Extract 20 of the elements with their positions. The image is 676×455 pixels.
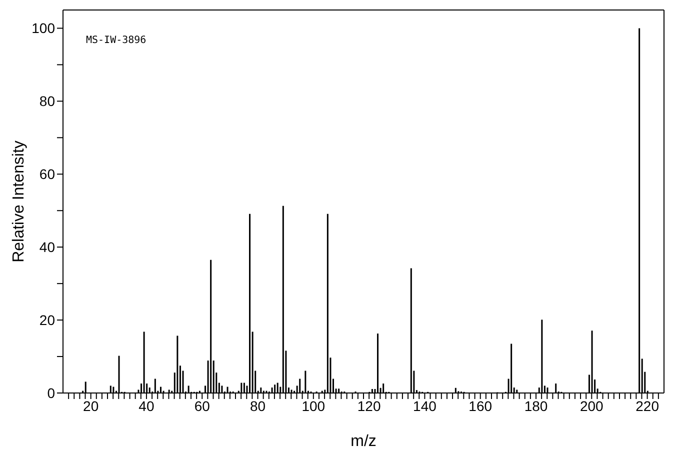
x-tick-label: 100	[302, 398, 326, 414]
y-axis-title: Relative Intensity	[10, 140, 28, 262]
x-tick-label: 160	[468, 398, 492, 414]
y-tick-label: 100	[32, 20, 56, 36]
x-tick-label: 200	[580, 398, 604, 414]
x-tick-label: 180	[524, 398, 548, 414]
x-tick-label: 140	[413, 398, 437, 414]
y-tick-label: 20	[39, 312, 56, 328]
y-tick-label: 60	[39, 166, 56, 182]
y-tick-label: 0	[47, 384, 56, 401]
y-tick-label: 80	[39, 93, 56, 110]
x-tick-label: 120	[357, 398, 381, 414]
annotation: MS-IW-3896	[86, 35, 146, 46]
x-tick-label: 40	[138, 398, 154, 414]
x-tick-label: 80	[250, 398, 266, 414]
x-tick-label: 20	[83, 398, 99, 414]
y-tick-label: 40	[39, 239, 56, 256]
x-axis-title: m/z	[350, 433, 376, 450]
x-tick-label: 60	[194, 398, 210, 414]
x-tick-label: 220	[636, 398, 660, 414]
